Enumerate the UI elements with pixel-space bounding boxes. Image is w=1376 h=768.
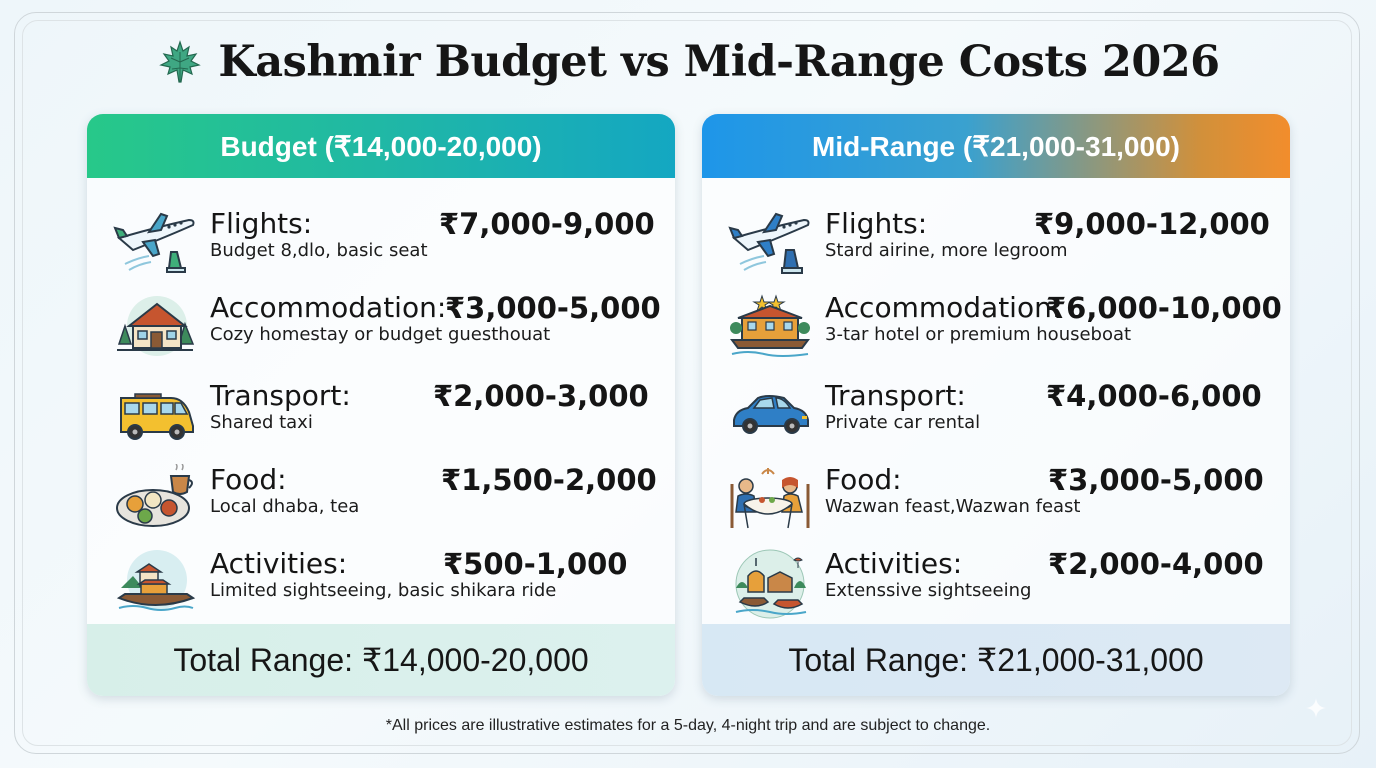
car-icon xyxy=(733,395,809,434)
decorative-inner-frame xyxy=(22,20,1352,746)
mid-flights-desc: Stard airine, more legroom xyxy=(825,240,1068,261)
mid-row-flights: Flights: ₹9,000-12,000 Stard airine, mor… xyxy=(702,208,1290,286)
page-title: Kashmir Budget vs Mid-Range Costs 2026 xyxy=(218,37,1220,87)
budget-food-desc: Local dhaba, tea xyxy=(210,496,360,517)
budget-flights-price: ₹7,000-9,000 xyxy=(439,207,655,241)
budget-card: Budget (₹14,000-20,000) Flights: ₹7,000-… xyxy=(87,114,675,696)
sightseeing-icon xyxy=(735,549,807,619)
budget-flights-label: Flights: xyxy=(210,207,313,240)
shared-van-icon xyxy=(120,393,194,440)
budget-accommodation-price: ₹3,000-5,000 xyxy=(445,291,661,325)
homestay-house-icon xyxy=(117,296,195,356)
mid-activities-price: ₹2,000-4,000 xyxy=(1048,547,1264,581)
mid-row-activities: Activities: ₹2,000-4,000 Extenssive sigh… xyxy=(702,548,1290,626)
dining-couple-icon xyxy=(730,468,810,529)
mid-accommodation-price: ₹6,000-10,000 xyxy=(1046,291,1282,325)
title-row: Kashmir Budget vs Mid-Range Costs 2026 xyxy=(0,30,1376,94)
sparkle-icon xyxy=(1306,698,1326,718)
mid-flights-label: Flights: xyxy=(825,207,928,240)
mid-row-food: Food: ₹3,000-5,000 Wazwan feast,Wazwan f… xyxy=(702,464,1290,542)
food-thali-icon xyxy=(116,464,193,527)
shikara-boat-icon xyxy=(116,550,196,611)
budget-flights-desc: Budget 8,dlo, basic seat xyxy=(210,240,428,261)
budget-row-flights: Flights: ₹7,000-9,000 Budget 8,dlo, basi… xyxy=(87,208,675,286)
budget-food-label: Food: xyxy=(210,463,287,496)
maple-leaf-icon xyxy=(159,40,202,83)
budget-transport-label: Transport: xyxy=(210,379,351,412)
budget-food-price: ₹1,500-2,000 xyxy=(441,463,657,497)
mid-food-price: ₹3,000-5,000 xyxy=(1048,463,1264,497)
mid-flights-price: ₹9,000-12,000 xyxy=(1034,207,1270,241)
budget-total: Total Range: ₹14,000-20,000 xyxy=(87,624,675,696)
mid-transport-label: Transport: xyxy=(825,379,966,412)
mid-accommodation-desc: 3-tar hotel or premium houseboat xyxy=(825,324,1132,345)
footnote: *All prices are illustrative estimates f… xyxy=(385,717,991,734)
decorative-frame xyxy=(14,12,1360,754)
budget-accommodation-desc: Cozy homestay or budget guesthouat xyxy=(210,324,551,345)
budget-row-activities: Activities: ₹500-1,000 Limited sightseei… xyxy=(87,548,675,626)
budget-transport-price: ₹2,000-3,000 xyxy=(433,379,649,413)
hotel-houseboat-icon xyxy=(730,294,810,357)
airplane-icon xyxy=(113,212,195,273)
mid-row-accommodation: Accommodation: ₹6,000-10,000 3-tar hotel… xyxy=(702,292,1290,370)
budget-accommodation-label: Accommodation: xyxy=(210,291,447,324)
budget-activities-label: Activities: xyxy=(210,547,348,580)
budget-transport-desc: Shared taxi xyxy=(210,412,313,433)
mid-transport-price: ₹4,000-6,000 xyxy=(1046,379,1262,413)
mid-range-total: Total Range: ₹21,000-31,000 xyxy=(702,624,1290,696)
budget-card-header: Budget (₹14,000-20,000) xyxy=(87,114,675,178)
mid-range-card-header: Mid-Range (₹21,000-31,000) xyxy=(702,114,1290,178)
budget-activities-price: ₹500-1,000 xyxy=(443,547,628,581)
airplane-icon xyxy=(728,212,810,274)
budget-row-food: Food: ₹1,500-2,000 Local dhaba, tea xyxy=(87,464,675,542)
budget-row-transport: Transport: ₹2,000-3,000 Shared taxi xyxy=(87,380,675,458)
mid-activities-desc: Extenssive sightseeing xyxy=(825,580,1032,601)
budget-row-accommodation: Accommodation: ₹3,000-5,000 Cozy homesta… xyxy=(87,292,675,370)
mid-activities-label: Activities: xyxy=(825,547,963,580)
mid-food-desc: Wazwan feast,Wazwan feast xyxy=(825,496,1081,517)
mid-row-transport: Transport: ₹4,000-6,000 Private car rent… xyxy=(702,380,1290,458)
mid-range-card: Mid-Range (₹21,000-31,000) Flights: ₹9,0… xyxy=(702,114,1290,696)
mid-accommodation-label: Accommodation: xyxy=(825,291,1062,324)
mid-transport-desc: Private car rental xyxy=(825,412,981,433)
mid-food-label: Food: xyxy=(825,463,902,496)
budget-activities-desc: Limited sightseeing, basic shikara ride xyxy=(210,580,557,601)
